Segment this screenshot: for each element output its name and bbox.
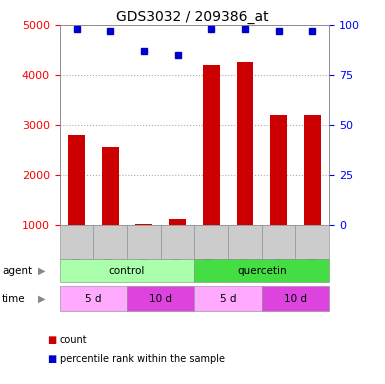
Text: 5 d: 5 d — [220, 293, 236, 304]
Text: percentile rank within the sample: percentile rank within the sample — [60, 354, 225, 364]
Text: 10 d: 10 d — [149, 293, 172, 304]
Text: ▶: ▶ — [38, 266, 45, 276]
Text: quercetin: quercetin — [237, 266, 286, 276]
Bar — [304, 115, 321, 225]
Bar — [169, 218, 186, 225]
Text: count: count — [60, 335, 87, 345]
Text: GDS3032 / 209386_at: GDS3032 / 209386_at — [116, 10, 269, 23]
Text: ■: ■ — [48, 354, 60, 364]
Text: 5 d: 5 d — [85, 293, 102, 304]
Text: ■: ■ — [48, 335, 60, 345]
Text: control: control — [109, 266, 145, 276]
Bar — [203, 65, 220, 225]
Bar — [136, 223, 152, 225]
Text: ▶: ▶ — [38, 293, 45, 304]
Text: time: time — [2, 293, 25, 304]
Text: 10 d: 10 d — [284, 293, 307, 304]
Text: agent: agent — [2, 266, 32, 276]
Bar — [270, 115, 287, 225]
Bar — [68, 135, 85, 225]
Bar — [236, 63, 253, 225]
Bar — [102, 147, 119, 225]
